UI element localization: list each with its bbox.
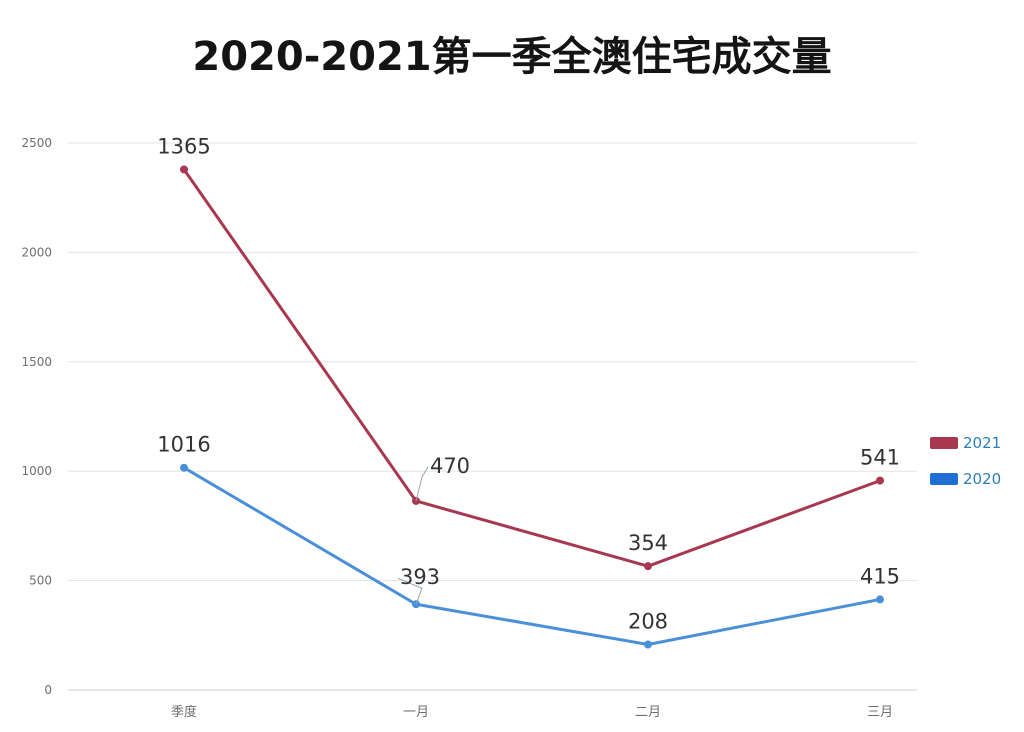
data-label-2020: 415 <box>860 564 900 588</box>
data-label-2020: 393 <box>400 565 440 589</box>
data-label-2021: 354 <box>628 531 668 555</box>
legend: 2021 2020 <box>930 434 1001 488</box>
data-labels: 1365 470 354 541 1016 393 208 415 <box>157 134 900 633</box>
x-tick-label: 三月 <box>867 705 893 720</box>
x-axis-ticks: 季度 一月 二月 三月 <box>171 704 893 720</box>
label-leader-line <box>397 577 423 605</box>
data-label-2021: 470 <box>430 454 470 478</box>
x-tick-label: 二月 <box>635 705 661 720</box>
series-line-2020 <box>182 466 882 646</box>
legend-label-2020: 2020 <box>963 470 1001 488</box>
data-label-2021: 541 <box>860 446 900 470</box>
y-tick-label: 1000 <box>21 464 52 478</box>
y-tick-label: 0 <box>44 683 52 697</box>
data-label-2020: 1016 <box>157 433 210 457</box>
chart-title: 2020-2021第一季全澳住宅成交量 <box>192 34 832 80</box>
data-point-2021 <box>644 562 652 571</box>
data-point-2020 <box>876 595 884 604</box>
legend-label-2021: 2021 <box>963 434 1001 452</box>
data-point-2020 <box>180 463 188 472</box>
y-tick-label: 500 <box>29 574 52 588</box>
label-leader-line <box>415 466 429 502</box>
x-tick-label: 季度 <box>171 704 197 720</box>
series-layer <box>180 165 884 649</box>
y-axis-ticks: 0 500 1000 1500 2000 2500 <box>21 136 52 697</box>
series-line-2021 <box>182 167 882 568</box>
data-point-2021 <box>180 165 188 174</box>
data-point-2021 <box>876 476 884 485</box>
legend-swatch-2020 <box>930 473 958 485</box>
x-tick-label: 一月 <box>403 705 429 720</box>
legend-swatch-2021 <box>930 437 958 449</box>
y-tick-label: 1500 <box>21 355 52 369</box>
y-tick-label: 2500 <box>21 136 52 150</box>
data-label-2021: 1365 <box>157 134 210 158</box>
gridlines <box>68 142 917 691</box>
y-tick-label: 2000 <box>21 245 52 259</box>
data-point-2020 <box>644 640 652 649</box>
data-label-2020: 208 <box>628 609 668 633</box>
